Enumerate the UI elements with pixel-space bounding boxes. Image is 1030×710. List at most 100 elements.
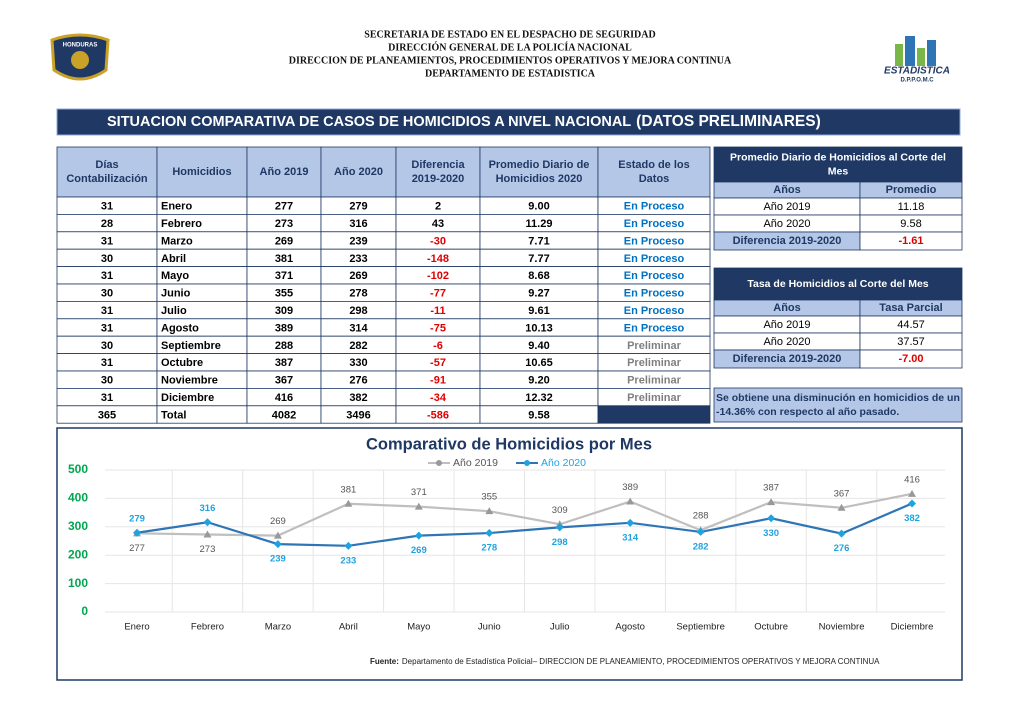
data-label: 269 [270,516,286,527]
side-cell: Año 2020 [763,336,810,348]
cell-text: Noviembre [161,375,218,387]
marker [767,514,776,523]
cell-text: 30 [101,340,113,352]
marker [414,502,423,510]
y-tick-label: 200 [68,547,88,561]
marker [344,499,353,507]
cell-text: 9.58 [528,409,549,421]
marker [344,541,353,550]
column-header: Datos [639,173,670,185]
cell-text: 9.40 [528,340,549,352]
note-box [713,387,963,423]
side-cell: 9.58 [900,218,921,230]
marker [837,529,846,538]
marker [696,527,705,536]
data-label: 298 [552,537,568,548]
y-tick-label: 100 [68,576,88,590]
x-tick-label: Febrero [191,622,224,633]
cell [156,146,248,198]
cell-text: -11 [430,305,445,317]
header-line: DIRECCIÓN GENERAL DE LA POLICÍA NACIONAL [388,41,632,53]
cell-text: 316 [349,218,367,230]
marker [767,498,776,506]
cell-text: 298 [349,305,367,317]
cell-text: 269 [349,270,367,282]
cell-text: 9.27 [528,288,549,300]
marker [626,518,635,527]
header-line: SECRETARIA DE ESTADO EN EL DESPACHO DE S… [364,29,655,40]
cell-text: 31 [101,270,113,282]
cell-text: En Proceso [624,305,685,317]
side-title: Tasa de Homicidios al Corte del Mes [747,278,928,290]
side-diff-value: -1.61 [898,235,923,247]
source-label: Fuente: [370,657,399,666]
cell [859,231,963,251]
cell-text: 31 [101,305,113,317]
cell-text: 279 [349,201,367,213]
column-header: Promedio Diario de [489,159,590,171]
cell-text: 371 [275,270,293,282]
cell-text: 31 [101,235,113,247]
data-label: 387 [763,483,779,494]
cell-text: 31 [101,201,113,213]
source: Fuente: Departamento de Estadística Polic… [370,657,880,666]
side-diff-label: Diferencia 2019-2020 [733,235,842,247]
chart-frame [56,427,963,681]
cell [395,146,481,198]
side-diff-value: -7.00 [898,353,923,365]
cell-text: 9.00 [528,201,549,213]
cell-text: 31 [101,392,113,404]
side-title: Mes [828,165,849,177]
cell-text: -57 [430,357,446,369]
y-tick-label: 500 [68,462,88,476]
series-line [136,492,913,537]
column-header: Estado de los [618,159,690,171]
marker [908,499,916,508]
cell-text: 4082 [272,409,296,421]
cell-text: 10.65 [525,357,553,369]
column-header: 2019-2020 [412,173,465,185]
cell-text: Preliminar [627,340,682,352]
data-label: 416 [904,474,920,485]
cell-text: En Proceso [624,270,685,282]
x-tick-label: Enero [124,622,149,633]
cell-text: -34 [430,392,447,404]
side-cell: Año 2019 [763,201,810,213]
data-label: 273 [200,544,216,555]
data-label: 279 [129,513,145,524]
banner-subtitle: (DATOS PRELIMINARES) [636,113,821,130]
source-text: Departamento de Estadística Policial– DI… [402,657,880,666]
side-cell: 37.57 [897,336,925,348]
x-tick-label: Agosto [615,622,645,633]
data-label: 314 [622,532,639,543]
cell-text: En Proceso [624,322,685,334]
cell-text: 233 [349,253,367,265]
legend-marker [524,460,530,466]
column-header: Homicidios [172,166,231,178]
x-tick-label: Diciembre [891,622,934,633]
cell-text: 389 [275,322,293,334]
x-tick-label: Noviembre [819,622,865,633]
column-header: Homicidios 2020 [496,173,583,185]
x-tick-label: Octubre [754,622,788,633]
cell-text: 31 [101,322,113,334]
cell-text: 273 [275,218,293,230]
cell-text: 7.71 [528,235,549,247]
data-label: 278 [481,543,497,554]
cell-text: 30 [101,253,113,265]
cell [713,146,963,183]
cell-text: 330 [349,357,367,369]
note-text: Se obtiene una disminución en homicidios… [716,392,960,404]
cell-text: -75 [430,322,446,334]
cell-text: Mayo [161,270,189,282]
cell-text: En Proceso [624,201,685,213]
marker [203,518,212,527]
legend-marker [436,460,442,466]
cell-text: -586 [427,409,449,421]
cell-text: 7.77 [528,253,549,265]
cell-text: 365 [98,409,116,421]
chart-title: Comparativo de Homicidios por Mes [366,435,652,453]
cell-text: -30 [430,235,446,247]
cell-text: Febrero [161,218,202,230]
legend-label: Año 2019 [453,457,498,469]
